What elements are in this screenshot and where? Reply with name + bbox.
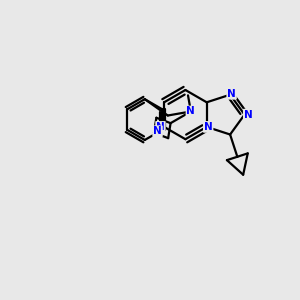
Text: N: N [156,122,165,132]
Text: N: N [204,122,213,132]
Text: N: N [227,89,236,99]
Text: N: N [244,110,253,120]
Text: N: N [187,106,195,116]
Text: N: N [153,126,162,136]
